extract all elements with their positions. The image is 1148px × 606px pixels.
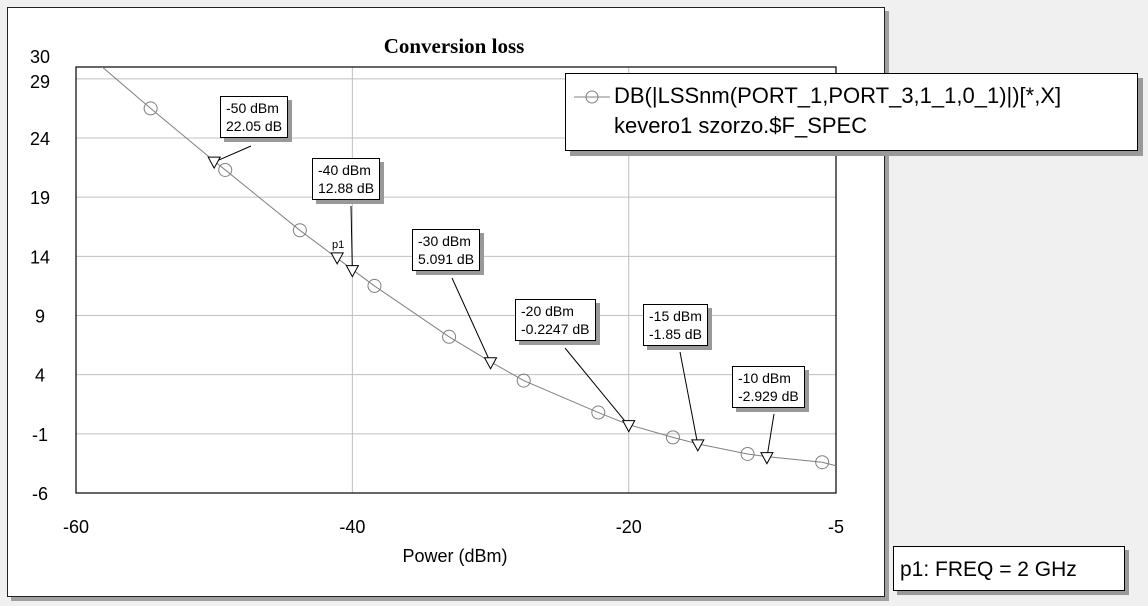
plot-area xyxy=(75,66,837,494)
marker-label-box[interactable]: -15 dBm -1.85 dB xyxy=(643,304,708,346)
marker-label-y: -2.929 dB xyxy=(738,388,799,404)
series-circle-marker xyxy=(367,278,382,293)
marker-triangle-icon xyxy=(760,452,774,465)
marker-label-y: 12.88 dB xyxy=(318,180,375,196)
y-tick-label: 4 xyxy=(35,366,45,386)
series-circle-marker xyxy=(815,455,830,470)
marker-triangle-icon xyxy=(345,265,360,278)
y-tick-label: 30 xyxy=(30,47,50,67)
y-tick-label: -6 xyxy=(32,484,48,504)
y-tick-label: 24 xyxy=(30,129,50,149)
series-circle-marker xyxy=(143,101,158,116)
legend-circle-marker-icon xyxy=(574,90,610,104)
marker-label-box[interactable]: -20 dBm -0.2247 dB xyxy=(515,299,596,341)
chart-title: Conversion loss xyxy=(384,34,525,58)
y-tick-label: -1 xyxy=(32,425,48,445)
marker-leader-line xyxy=(564,347,630,426)
marker-label-box[interactable]: -40 dBm 12.88 dB xyxy=(312,158,381,200)
x-axis-label: Power (dBm) xyxy=(402,546,507,566)
y-tick-label: 9 xyxy=(35,307,45,327)
p1-parameter-box: p1: FREQ = 2 GHz xyxy=(893,546,1125,591)
x-tick-label: -40 xyxy=(339,517,365,537)
series-circle-marker xyxy=(591,405,606,420)
y-tick-label: 14 xyxy=(30,247,50,267)
marker-label-y: 22.05 dB xyxy=(226,118,283,134)
marker-leader-line xyxy=(213,145,252,163)
y-tick-label: 19 xyxy=(30,188,50,208)
series-circle-marker xyxy=(516,373,531,388)
legend[interactable]: DB(|LSSnm(PORT_1,PORT_3,1_1,0_1)|)[*,X] … xyxy=(565,73,1138,151)
marker-label-box[interactable]: -30 dBm 5.091 dB xyxy=(412,229,481,271)
marker-label-y: -1.85 dB xyxy=(649,326,702,342)
marker-leader-line xyxy=(679,351,699,445)
y-tick-label: 29 xyxy=(30,72,50,92)
marker-label-x: -20 dBm xyxy=(521,303,574,319)
marker-label-y: -0.2247 dB xyxy=(521,321,590,337)
marker-label-x: -10 dBm xyxy=(738,370,791,386)
x-tick-label: -60 xyxy=(63,517,89,537)
marker-label-box[interactable]: -50 dBm 22.05 dB xyxy=(220,96,289,138)
series-circle-marker xyxy=(665,430,680,445)
marker-triangle-icon xyxy=(207,156,222,170)
series-circle-marker xyxy=(740,446,755,461)
x-tick-label: -5 xyxy=(828,517,844,537)
marker-leader-line xyxy=(350,205,353,271)
series-circle-marker xyxy=(292,223,307,238)
marker-label-x: -15 dBm xyxy=(649,308,702,324)
marker-label-box[interactable]: -10 dBm -2.929 dB xyxy=(732,366,805,408)
marker-triangle-icon xyxy=(690,439,705,452)
p1-marker-label: p1 xyxy=(332,239,344,251)
series-circle-marker xyxy=(218,162,233,177)
series-circle-marker xyxy=(442,329,457,344)
x-tick-label: -20 xyxy=(616,517,642,537)
marker-leader-line xyxy=(766,413,775,458)
p1-marker-triangle-icon xyxy=(330,252,345,265)
marker-leader-line xyxy=(451,277,492,363)
series-line xyxy=(101,66,837,467)
marker-label-x: -30 dBm xyxy=(418,233,471,249)
marker-label-y: 5.091 dB xyxy=(418,251,475,267)
marker-label-x: -50 dBm xyxy=(226,100,279,116)
marker-triangle-icon xyxy=(483,357,498,370)
legend-series-source: kevero1 szorzo.$F_SPEC xyxy=(614,113,868,138)
marker-label-x: -40 dBm xyxy=(318,162,371,178)
marker-triangle-icon xyxy=(621,420,636,433)
legend-series-name: DB(|LSSnm(PORT_1,PORT_3,1_1,0_1)|)[*,X] xyxy=(614,83,1062,108)
